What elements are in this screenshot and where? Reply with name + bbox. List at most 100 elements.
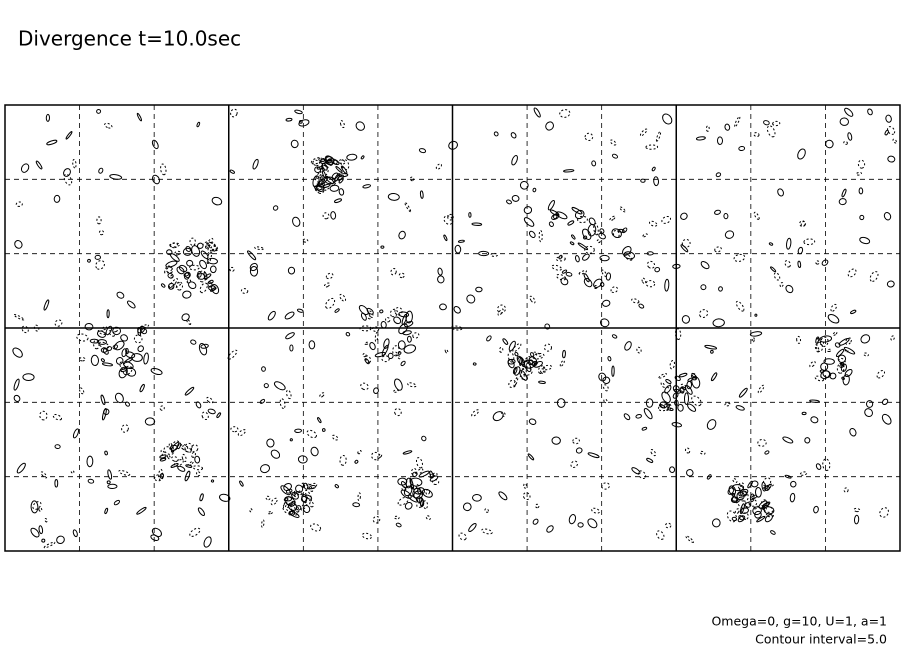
contour-line xyxy=(166,454,171,460)
contour-line xyxy=(310,446,319,457)
contour-line xyxy=(711,518,721,528)
contour-line xyxy=(623,253,633,261)
contour-line xyxy=(768,242,774,246)
contour-line xyxy=(609,139,617,146)
contour-line xyxy=(651,166,656,172)
contour-line xyxy=(293,490,303,495)
contour-line xyxy=(247,250,257,261)
contour-line xyxy=(797,260,802,268)
contour-line xyxy=(346,153,358,161)
contour-line xyxy=(100,394,106,406)
contour-line xyxy=(841,188,847,198)
contour-line xyxy=(739,503,745,515)
contour-line xyxy=(582,253,590,261)
contour-line xyxy=(176,266,185,275)
contour-line xyxy=(333,198,343,204)
contour-line xyxy=(681,238,691,248)
contour-line xyxy=(886,280,895,288)
contour-line xyxy=(763,505,774,513)
contour-line xyxy=(815,260,820,265)
contour-line xyxy=(52,414,63,421)
contour-line xyxy=(54,479,59,488)
contour-line xyxy=(32,501,42,510)
contour-line xyxy=(731,516,738,522)
contour-line xyxy=(706,474,712,480)
contour-line xyxy=(471,409,480,417)
contour-line xyxy=(610,286,619,294)
contour-line xyxy=(174,250,181,256)
contour-line xyxy=(804,437,811,444)
contour-line xyxy=(691,372,698,379)
contour-line xyxy=(309,485,316,490)
contour-line xyxy=(884,129,889,136)
contour-line xyxy=(327,158,332,164)
contour-line xyxy=(838,198,847,206)
contour-line xyxy=(772,120,781,127)
contour-line xyxy=(546,525,554,533)
contour-line xyxy=(340,158,350,171)
contour-line xyxy=(578,270,587,275)
contour-line xyxy=(387,192,400,201)
contour-line xyxy=(764,450,770,455)
contour-line xyxy=(106,480,111,485)
contour-line xyxy=(136,506,147,515)
contour-line xyxy=(249,508,253,513)
contour-line xyxy=(507,358,515,369)
contour-line xyxy=(784,474,792,479)
contour-line xyxy=(421,488,433,498)
contour-line xyxy=(120,334,128,342)
contour-line xyxy=(683,392,690,405)
contour-line xyxy=(849,427,857,437)
contour-line xyxy=(218,493,231,502)
contour-line xyxy=(753,211,760,220)
contour-line xyxy=(320,164,329,177)
contour-line xyxy=(78,356,86,362)
contour-line xyxy=(165,260,178,268)
contour-line xyxy=(358,304,369,316)
contour-line xyxy=(858,187,864,195)
contour-line xyxy=(684,384,693,395)
contour-line xyxy=(799,220,806,227)
contour-line xyxy=(752,506,762,516)
contour-line xyxy=(329,181,337,186)
contour-line xyxy=(121,348,128,358)
annotation: Contour interval=5.0 xyxy=(755,632,887,647)
contour-line xyxy=(816,337,825,346)
contour-line xyxy=(567,220,575,226)
contour-line xyxy=(270,497,278,506)
contour-line xyxy=(765,513,774,518)
contour-line xyxy=(654,266,661,273)
contour-line xyxy=(418,148,427,154)
contour-line xyxy=(522,492,531,501)
contour-line xyxy=(373,387,379,394)
contour-line xyxy=(160,449,167,459)
contour-line xyxy=(548,221,554,227)
contour-line xyxy=(706,419,717,430)
contour-line xyxy=(404,501,413,510)
contour-line xyxy=(397,351,402,355)
contour-line xyxy=(826,348,832,353)
contour-line xyxy=(757,384,765,394)
contour-line xyxy=(646,457,654,463)
contour-line xyxy=(104,122,113,129)
contour-line xyxy=(784,260,791,268)
contour-line xyxy=(289,344,294,352)
contour-line xyxy=(272,205,279,211)
contour-line xyxy=(551,264,563,271)
contour-line xyxy=(506,199,512,205)
contour-line xyxy=(170,463,179,468)
contour-line xyxy=(751,337,755,343)
contour-line xyxy=(887,155,896,163)
contour-line xyxy=(777,188,784,197)
contour-line xyxy=(797,148,806,160)
contour-line xyxy=(308,340,316,350)
contour-line xyxy=(41,538,46,543)
contour-line xyxy=(700,261,710,270)
contour-line xyxy=(547,199,555,211)
contour-line xyxy=(555,256,566,262)
contour-line xyxy=(528,230,536,238)
contour-line xyxy=(883,212,892,221)
contour-line xyxy=(656,530,665,540)
contour-line xyxy=(288,500,296,507)
contour-line xyxy=(763,120,770,126)
